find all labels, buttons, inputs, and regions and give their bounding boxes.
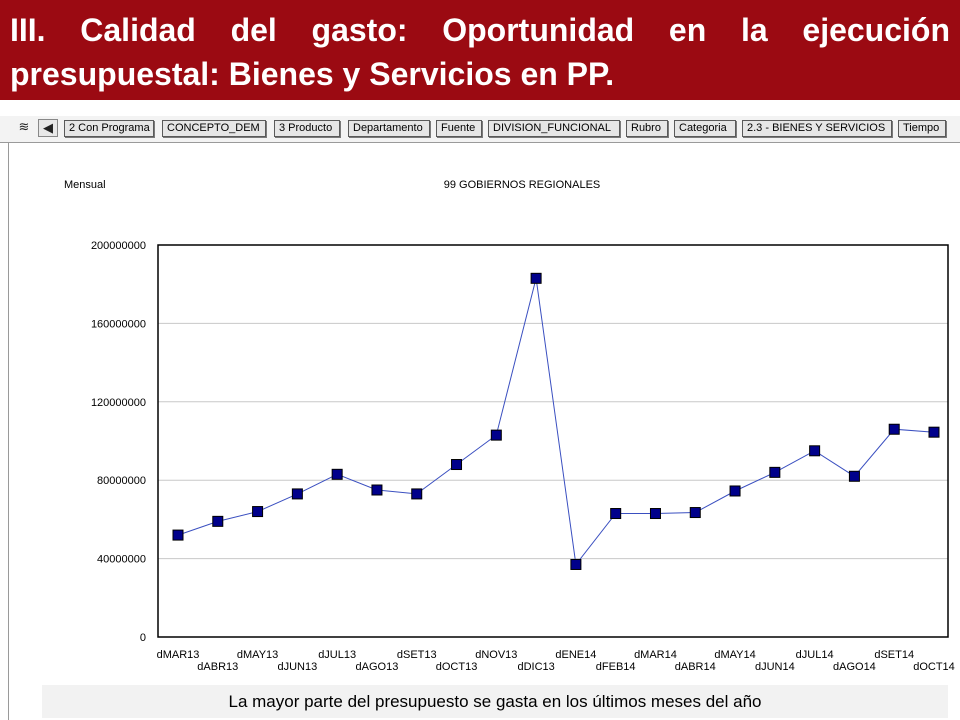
tab-con-programa[interactable]: 2 Con Programa xyxy=(64,120,154,137)
x-tick-label: dAGO13 xyxy=(356,661,399,673)
y-tick-label: 200000000 xyxy=(91,240,146,252)
x-tick-label: dJUL13 xyxy=(318,649,356,661)
data-point xyxy=(252,506,264,518)
data-point xyxy=(331,468,343,480)
data-point xyxy=(610,508,622,520)
data-point xyxy=(411,488,423,500)
y-tick-label: 40000000 xyxy=(97,554,146,566)
x-tick-label: dSET14 xyxy=(874,649,914,661)
x-tick-label: dMAR13 xyxy=(157,649,200,661)
data-point xyxy=(888,423,900,435)
data-point xyxy=(809,445,821,457)
data-point xyxy=(729,485,741,497)
x-tick-label: dMAR14 xyxy=(634,649,677,661)
x-tick-label: dOCT13 xyxy=(436,661,478,673)
data-point xyxy=(649,508,661,520)
x-tick-label: dMAY14 xyxy=(714,649,755,661)
slide-title: III. Calidad del gasto: Oportunidad en l… xyxy=(10,12,950,92)
caption: La mayor parte del presupuesto se gasta … xyxy=(42,685,948,718)
x-tick-label: dSET13 xyxy=(397,649,437,661)
x-tick-label: dDIC13 xyxy=(517,661,554,673)
data-point xyxy=(291,488,303,500)
tab-categoria[interactable]: Categoria xyxy=(674,120,736,137)
x-tick-label: dABR14 xyxy=(675,661,716,673)
tab-tiempo[interactable]: Tiempo xyxy=(898,120,946,137)
data-point xyxy=(371,484,383,496)
data-point xyxy=(490,429,502,441)
x-tick-labels: dMAR13dABR13dMAY13dJUN13dJUL13dAGO13dSET… xyxy=(157,649,955,673)
tab-departamento[interactable]: Departamento xyxy=(348,120,430,137)
series-line xyxy=(177,278,935,566)
data-point xyxy=(689,507,701,519)
y-tick-labels: 0 40000000 80000000 120000000 160000000 20000… xyxy=(91,240,146,644)
data-point xyxy=(451,459,463,471)
x-tick-label: dJUL14 xyxy=(796,649,834,661)
data-point xyxy=(848,470,860,482)
data-point xyxy=(928,426,940,438)
y-tick-label: 80000000 xyxy=(97,475,146,487)
y-tick-label: 160000000 xyxy=(91,318,146,330)
x-tick-label: dAGO14 xyxy=(833,661,876,673)
back-arrow-icon[interactable]: ◀ xyxy=(38,119,58,137)
plot-frame xyxy=(8,142,960,720)
x-tick-label: dFEB14 xyxy=(596,661,636,673)
tab-fuente[interactable]: Fuente xyxy=(436,120,482,137)
title-banner: III. Calidad del gasto: Oportunidad en l… xyxy=(0,0,960,100)
dimension-toolbar: ≋ ◀ 2 Con Programa CONCEPTO_DEM 3 Produc… xyxy=(0,116,960,143)
x-tick-label: dABR13 xyxy=(197,661,238,673)
data-point xyxy=(570,558,582,570)
tab-producto[interactable]: 3 Producto xyxy=(274,120,340,137)
x-tick-label: dOCT14 xyxy=(913,661,955,673)
tab-bienes-y-servicios[interactable]: 2.3 - BIENES Y SERVICIOS xyxy=(742,120,892,137)
x-tick-label: dJUN13 xyxy=(277,661,317,673)
tab-rubro[interactable]: Rubro xyxy=(626,120,668,137)
data-point xyxy=(769,466,781,478)
tab-concepto-dem[interactable]: CONCEPTO_DEM xyxy=(162,120,266,137)
data-point xyxy=(530,272,542,284)
series-markers xyxy=(172,272,940,570)
data-point xyxy=(212,515,224,527)
plot-area xyxy=(157,244,949,638)
y-axis-label: Mensual xyxy=(64,179,106,191)
x-tick-label: dNOV13 xyxy=(475,649,517,661)
y-tick-label: 120000000 xyxy=(91,397,146,409)
x-tick-label: dENE14 xyxy=(555,649,596,661)
chart-title: 99 GOBIERNOS REGIONALES xyxy=(444,179,601,191)
grid-lines xyxy=(158,322,948,560)
stack-icon[interactable]: ≋ xyxy=(18,120,30,135)
line-chart: Mensual 99 GOBIERNOS REGIONALES 0 4000000… xyxy=(64,179,955,673)
data-point xyxy=(172,529,184,541)
tab-division-funcional[interactable]: DIVISION_FUNCIONAL xyxy=(488,120,620,137)
x-tick-label: dMAY13 xyxy=(237,649,278,661)
y-tick-label: 0 xyxy=(140,632,146,644)
x-tick-label: dJUN14 xyxy=(755,661,795,673)
